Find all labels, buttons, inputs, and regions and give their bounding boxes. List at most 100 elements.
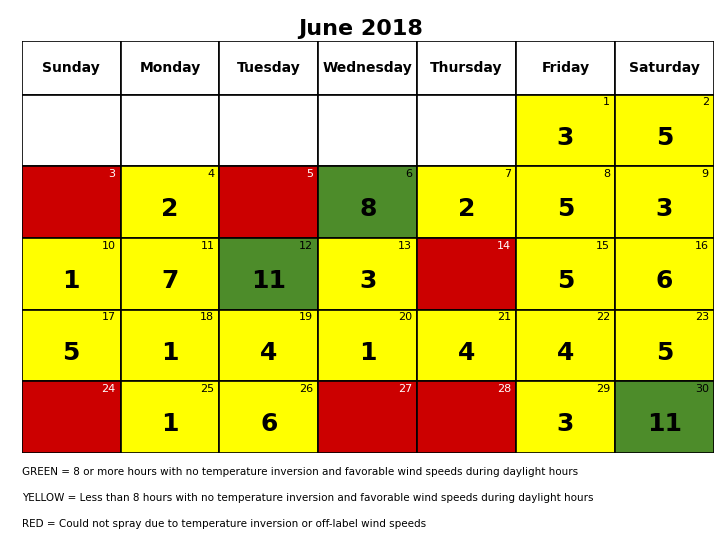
Bar xyxy=(318,238,417,310)
Text: 21: 21 xyxy=(497,312,511,323)
Bar xyxy=(516,382,615,453)
Bar xyxy=(417,41,516,94)
Bar xyxy=(22,167,120,238)
Bar xyxy=(219,94,318,167)
Bar xyxy=(417,310,516,382)
Bar xyxy=(417,238,516,310)
Text: Tuesday: Tuesday xyxy=(237,61,301,75)
Text: Saturday: Saturday xyxy=(629,61,700,75)
Text: 29: 29 xyxy=(596,384,610,394)
Text: 1: 1 xyxy=(62,269,80,293)
Bar xyxy=(219,41,318,94)
Bar xyxy=(120,310,219,382)
Text: 1: 1 xyxy=(162,341,179,365)
Text: 6: 6 xyxy=(260,412,278,436)
Text: GREEN = 8 or more hours with no temperature inversion and favorable wind speeds : GREEN = 8 or more hours with no temperat… xyxy=(22,467,578,477)
Text: 13: 13 xyxy=(398,241,412,251)
Bar xyxy=(417,167,516,238)
Text: 2: 2 xyxy=(162,197,179,221)
Text: 4: 4 xyxy=(208,169,214,179)
Text: 8: 8 xyxy=(359,197,376,221)
Text: 20: 20 xyxy=(398,312,412,323)
Bar xyxy=(615,41,714,94)
Text: 28: 28 xyxy=(497,384,511,394)
Bar xyxy=(318,382,417,453)
Text: YELLOW = Less than 8 hours with no temperature inversion and favorable wind spee: YELLOW = Less than 8 hours with no tempe… xyxy=(22,493,593,503)
Text: 26: 26 xyxy=(299,384,314,394)
Text: 6: 6 xyxy=(655,269,673,293)
Bar xyxy=(516,238,615,310)
Text: 3: 3 xyxy=(557,126,574,150)
Text: 3: 3 xyxy=(109,169,115,179)
Text: June 2018: June 2018 xyxy=(298,19,423,39)
Text: 3: 3 xyxy=(655,197,673,221)
Text: 24: 24 xyxy=(102,384,115,394)
Text: 12: 12 xyxy=(299,241,314,251)
Bar xyxy=(516,94,615,167)
Text: 5: 5 xyxy=(557,197,574,221)
Text: RED = Could not spray due to temperature inversion or off-label wind speeds: RED = Could not spray due to temperature… xyxy=(22,519,426,529)
Bar xyxy=(120,167,219,238)
Text: 1: 1 xyxy=(162,412,179,436)
Bar xyxy=(120,41,219,94)
Text: 4: 4 xyxy=(557,341,574,365)
Bar xyxy=(219,238,318,310)
Text: 8: 8 xyxy=(603,169,610,179)
Text: 16: 16 xyxy=(695,241,709,251)
Bar xyxy=(120,238,219,310)
Text: 1: 1 xyxy=(359,341,376,365)
Text: 3: 3 xyxy=(557,412,574,436)
Bar xyxy=(22,41,120,94)
Text: Wednesday: Wednesday xyxy=(323,61,412,75)
Text: 18: 18 xyxy=(200,312,214,323)
Text: 11: 11 xyxy=(200,241,214,251)
Text: 2: 2 xyxy=(702,97,709,107)
Text: 27: 27 xyxy=(398,384,412,394)
Bar xyxy=(318,310,417,382)
Bar xyxy=(219,167,318,238)
Text: 15: 15 xyxy=(596,241,610,251)
Text: 6: 6 xyxy=(405,169,412,179)
Text: 4: 4 xyxy=(260,341,278,365)
Bar xyxy=(120,382,219,453)
Bar xyxy=(516,41,615,94)
Text: 5: 5 xyxy=(63,341,80,365)
Bar xyxy=(219,382,318,453)
Text: 17: 17 xyxy=(102,312,115,323)
Text: 9: 9 xyxy=(702,169,709,179)
Text: Monday: Monday xyxy=(139,61,200,75)
Text: 23: 23 xyxy=(695,312,709,323)
Text: 5: 5 xyxy=(557,269,574,293)
Text: 10: 10 xyxy=(102,241,115,251)
Text: 22: 22 xyxy=(596,312,610,323)
Bar xyxy=(120,94,219,167)
Bar xyxy=(22,382,120,453)
Text: 2: 2 xyxy=(458,197,475,221)
Bar xyxy=(417,382,516,453)
Text: 7: 7 xyxy=(504,169,511,179)
Bar xyxy=(22,310,120,382)
Bar xyxy=(615,310,714,382)
Bar xyxy=(318,167,417,238)
Bar xyxy=(318,94,417,167)
Text: Thursday: Thursday xyxy=(430,61,503,75)
Text: Friday: Friday xyxy=(541,61,590,75)
Bar xyxy=(615,94,714,167)
Bar xyxy=(219,310,318,382)
Bar xyxy=(516,310,615,382)
Text: 1: 1 xyxy=(603,97,610,107)
Text: Sunday: Sunday xyxy=(43,61,100,75)
Bar xyxy=(615,167,714,238)
Bar xyxy=(22,94,120,167)
Text: 25: 25 xyxy=(200,384,214,394)
Text: 5: 5 xyxy=(655,126,673,150)
Text: 3: 3 xyxy=(359,269,376,293)
Text: 19: 19 xyxy=(299,312,314,323)
Text: 5: 5 xyxy=(655,341,673,365)
Bar xyxy=(516,167,615,238)
Bar xyxy=(417,94,516,167)
Text: 5: 5 xyxy=(306,169,314,179)
Text: 7: 7 xyxy=(162,269,179,293)
Bar xyxy=(318,41,417,94)
Text: 30: 30 xyxy=(695,384,709,394)
